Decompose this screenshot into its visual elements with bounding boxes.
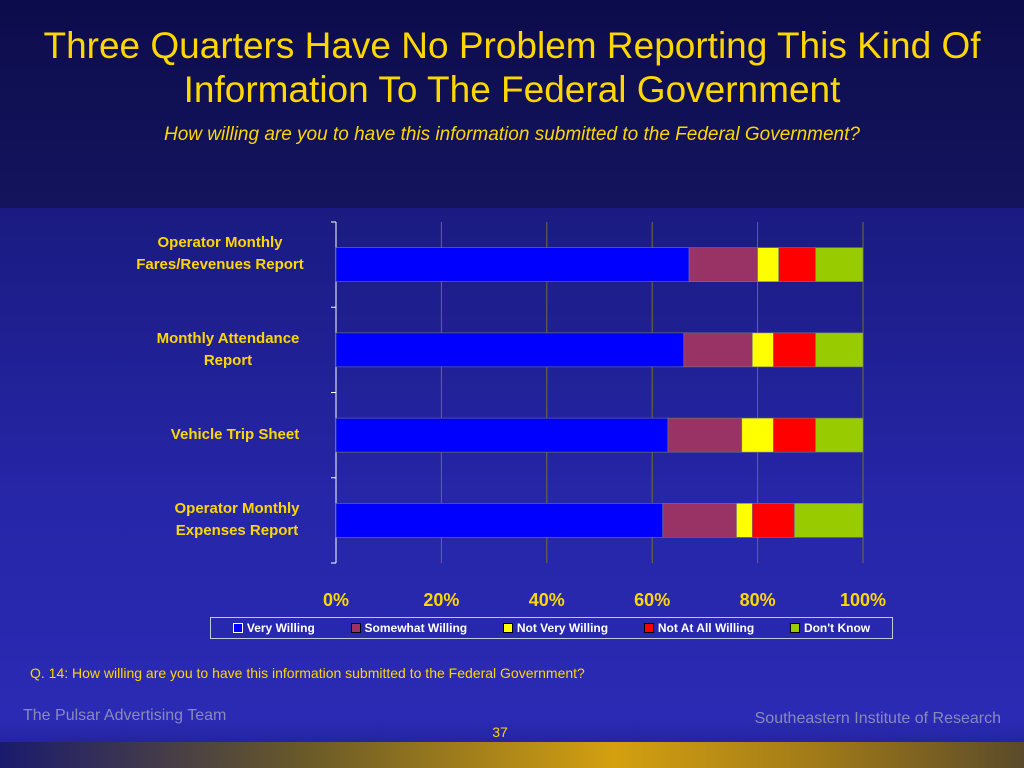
bar-cat2-not-very-willing <box>741 417 774 453</box>
x-tick-label-5: 100% <box>840 590 886 610</box>
page-subtitle: How willing are you to have this informa… <box>164 124 860 145</box>
bar-cat3-very-willing <box>335 503 664 538</box>
x-tick-label-3: 60% <box>634 590 670 610</box>
legend-item-not-very-willing: Not Very Willing <box>502 621 609 635</box>
legend-label-not-very-willing: Not Very Willing <box>516 621 609 635</box>
footer-agency: The Pulsar Advertising Team <box>23 707 227 724</box>
bar-cat3-not-at-all-willing <box>752 503 795 538</box>
x-tick-label-4: 80% <box>740 590 776 610</box>
question-footnote: Q. 14: How willing are you to have this … <box>30 665 585 681</box>
legend-label-dont-know: Don't Know <box>803 621 871 635</box>
x-tick-label-1: 20% <box>423 590 459 610</box>
legend-label-somewhat-willing: Somewhat Willing <box>364 621 468 635</box>
category-label-monthly-attendance: Monthly Attendance Report <box>156 330 300 369</box>
bar-cat3-not-very-willing <box>736 503 753 538</box>
bar-cat3-don-t-know <box>794 503 864 538</box>
x-tick-label-0: 0% <box>323 590 349 610</box>
category-label-operator-expenses: Operator Monthly Expenses Report <box>174 500 300 539</box>
category-label-fares-revenues: Operator Monthly Fares/Revenues Report <box>136 234 304 273</box>
bar-cat0-don-t-know <box>815 247 864 282</box>
legend-item-very-willing: Very Willing <box>232 621 315 635</box>
legend-label-very-willing: Very Willing <box>246 621 315 635</box>
legend-swatch-not-very-willing <box>502 623 513 633</box>
legend-label-not-at-all-willing: Not At All Willing <box>657 621 755 635</box>
title-band <box>0 0 1024 208</box>
bottom-decorative-bar <box>0 742 1024 768</box>
legend-swatch-somewhat-willing <box>350 623 361 633</box>
footer-organization: Southeastern Institute of Research <box>754 710 1001 727</box>
legend-item-not-at-all-willing: Not At All Willing <box>643 621 755 635</box>
bar-cat1-very-willing <box>335 332 685 368</box>
bar-cat1-not-at-all-willing <box>773 332 816 368</box>
page-title: Three Quarters Have No Problem Reporting… <box>43 25 981 110</box>
legend-swatch-dont-know <box>789 623 800 633</box>
bar-cat2-somewhat-willing <box>667 417 743 453</box>
page-number: 37 <box>492 724 508 740</box>
bar-cat1-don-t-know <box>815 332 864 368</box>
bar-cat3-somewhat-willing <box>662 503 737 538</box>
bar-cat1-somewhat-willing <box>683 332 753 368</box>
category-label-vehicle-trip-sheet: Vehicle Trip Sheet <box>170 426 300 443</box>
legend-swatch-very-willing <box>232 623 243 633</box>
bar-cat0-not-very-willing <box>757 247 779 282</box>
bar-cat1-not-very-willing <box>752 332 774 368</box>
bar-cat2-don-t-know <box>815 417 864 453</box>
legend-item-dont-know: Don't Know <box>789 621 871 635</box>
chart-legend: Very Willing Somewhat Willing Not Very W… <box>210 617 893 639</box>
bar-cat2-not-at-all-willing <box>773 417 816 453</box>
x-tick-label-2: 40% <box>529 590 565 610</box>
bar-cat0-not-at-all-willing <box>778 247 816 282</box>
bar-cat2-very-willing <box>335 417 669 453</box>
bar-cat0-very-willing <box>335 247 690 282</box>
legend-swatch-not-at-all-willing <box>643 623 654 633</box>
bar-cat0-somewhat-willing <box>688 247 758 282</box>
legend-item-somewhat-willing: Somewhat Willing <box>350 621 468 635</box>
